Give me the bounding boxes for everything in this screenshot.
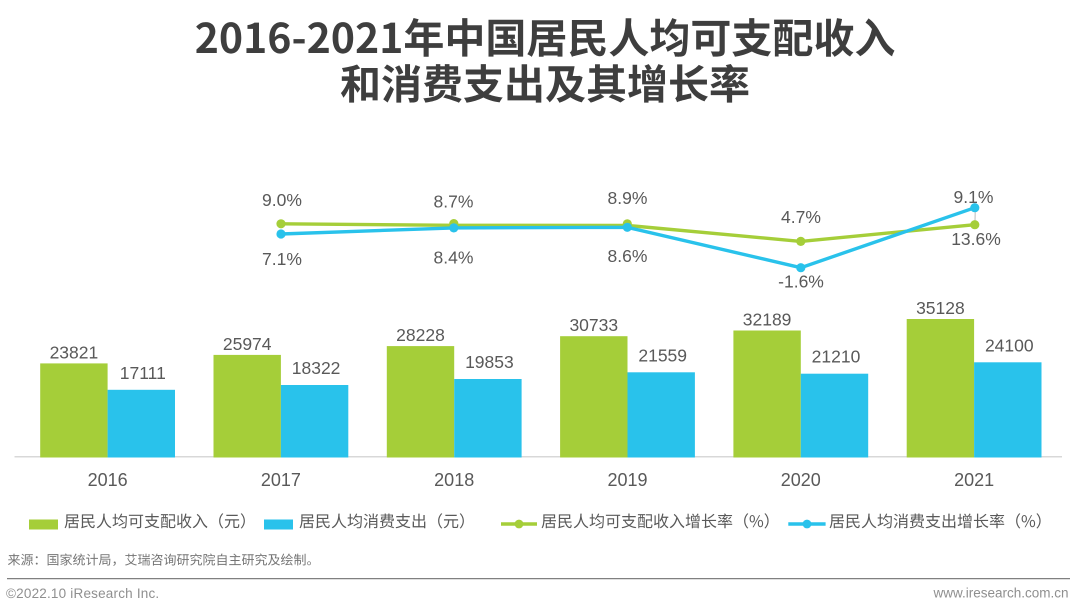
svg-text:-1.6%: -1.6% [778, 272, 824, 292]
svg-text:25974: 25974 [223, 334, 272, 354]
svg-text:17111: 17111 [120, 363, 166, 383]
svg-text:13.6%: 13.6% [951, 229, 1001, 249]
svg-text:32189: 32189 [743, 310, 792, 330]
svg-text:8.6%: 8.6% [608, 246, 648, 266]
svg-text:7.1%: 7.1% [262, 249, 302, 269]
svg-text:21210: 21210 [812, 347, 861, 367]
svg-text:2020: 2020 [781, 470, 821, 490]
svg-text:2016: 2016 [88, 470, 128, 490]
svg-text:30733: 30733 [569, 315, 618, 335]
svg-text:2018: 2018 [434, 470, 474, 490]
svg-text:23821: 23821 [50, 342, 99, 362]
svg-text:24100: 24100 [985, 335, 1034, 355]
svg-text:9.1%: 9.1% [954, 187, 994, 207]
svg-text:35128: 35128 [916, 298, 965, 318]
svg-text:8.7%: 8.7% [434, 192, 474, 212]
svg-text:www.iresearch.com.cn: www.iresearch.com.cn [932, 586, 1068, 601]
svg-text:2019: 2019 [607, 470, 647, 490]
svg-text:9.0%: 9.0% [262, 190, 302, 210]
svg-text:4.7%: 4.7% [781, 207, 821, 227]
svg-text:21559: 21559 [638, 345, 687, 365]
svg-text:2017: 2017 [261, 470, 301, 490]
svg-text:8.9%: 8.9% [608, 188, 648, 208]
svg-text:18322: 18322 [292, 358, 341, 378]
svg-text:19853: 19853 [465, 352, 514, 372]
svg-text:2021: 2021 [954, 470, 994, 490]
svg-text:8.4%: 8.4% [434, 248, 474, 268]
svg-text:©2022.10 iResearch Inc.: ©2022.10 iResearch Inc. [6, 586, 159, 601]
svg-text:28228: 28228 [396, 325, 445, 345]
